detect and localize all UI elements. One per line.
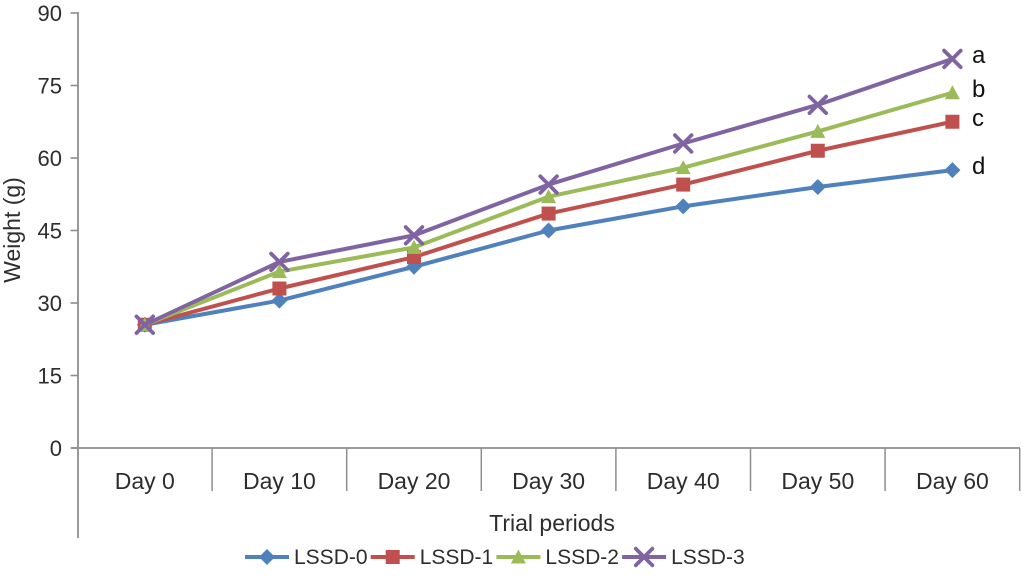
data-point-marker: [944, 162, 961, 179]
y-axis-tick-label: 60: [38, 146, 62, 171]
x-axis-category-label: Day 60: [916, 468, 989, 494]
legend-item-lssd-1: LSSD-1: [370, 546, 494, 569]
data-point-marker: [810, 123, 826, 138]
data-point-marker: [406, 239, 422, 254]
legend: LSSD-0 LSSD-1 LSSD-2 LSSD-3: [245, 546, 745, 569]
y-axis-tick-label: 90: [38, 1, 62, 26]
data-point-marker: [269, 251, 290, 273]
legend-item-label: LSSD-2: [545, 546, 619, 569]
data-point-marker: [541, 206, 556, 221]
x-marker-stroke: [633, 546, 655, 568]
data-point-marker: [807, 94, 828, 116]
x-marker-stroke: [403, 225, 425, 246]
x-marker-stroke: [269, 251, 290, 273]
data-point-marker: [942, 48, 963, 70]
annotation-b: b: [972, 76, 985, 103]
data-point-marker: [809, 179, 826, 195]
x-marker-stroke: [538, 174, 559, 195]
data-point-marker: [675, 160, 691, 175]
data-point-marker: [676, 177, 691, 192]
legend-marker: [633, 546, 655, 568]
data-point-marker: [134, 314, 156, 335]
x-marker-stroke: [942, 48, 963, 70]
y-axis-title: Weight (g): [0, 177, 25, 283]
annotation-c: c: [972, 105, 984, 132]
legend-marker: [259, 549, 275, 565]
data-point-marker: [541, 189, 557, 204]
legend-item-lssd-0: LSSD-0: [245, 546, 368, 569]
legend-item-lssd-3: LSSD-3: [622, 546, 745, 569]
data-point-marker: [271, 292, 288, 309]
x-axis-title: Trial periods: [489, 510, 615, 536]
data-point-marker: [944, 85, 960, 100]
annotation-d: d: [972, 153, 985, 180]
data-point-marker: [538, 174, 559, 195]
data-point-marker: [403, 225, 425, 246]
y-axis-tick-label: 0: [50, 436, 62, 461]
y-axis-tick-label: 30: [38, 291, 62, 316]
data-point-marker: [540, 222, 557, 239]
x-axis-category-label: Day 40: [647, 468, 720, 494]
legend-marker: [510, 549, 526, 564]
y-axis-tick-label: 15: [38, 364, 62, 389]
y-axis-tick-label: 75: [38, 74, 62, 99]
data-point-marker: [271, 264, 287, 279]
data-point-marker: [675, 198, 692, 215]
x-marker-stroke: [807, 94, 828, 116]
x-axis-category-label: Day 20: [378, 468, 451, 494]
series-lssd-0: [136, 162, 961, 333]
data-point-marker: [272, 281, 287, 296]
data-point-marker: [945, 114, 960, 129]
x-axis-category-label: Day 10: [243, 468, 316, 494]
legend-item-label: LSSD-3: [671, 546, 745, 569]
x-axis-category-label: Day 30: [512, 468, 585, 494]
annotation-a: a: [972, 42, 986, 69]
x-axis-category-label: Day 0: [115, 468, 175, 494]
legend-item-label: LSSD-0: [294, 546, 368, 569]
x-marker-stroke: [673, 133, 694, 154]
legend-item-lssd-2: LSSD-2: [496, 546, 619, 569]
y-axis-tick-label: 45: [38, 219, 62, 244]
legend-marker: [385, 550, 400, 564]
data-point-marker: [810, 143, 825, 158]
x-axis-category-label: Day 50: [781, 468, 854, 494]
x-marker-stroke: [134, 314, 156, 335]
data-point-marker: [673, 133, 694, 154]
series-lssd-3: [134, 48, 963, 335]
legend-item-label: LSSD-1: [420, 546, 494, 569]
